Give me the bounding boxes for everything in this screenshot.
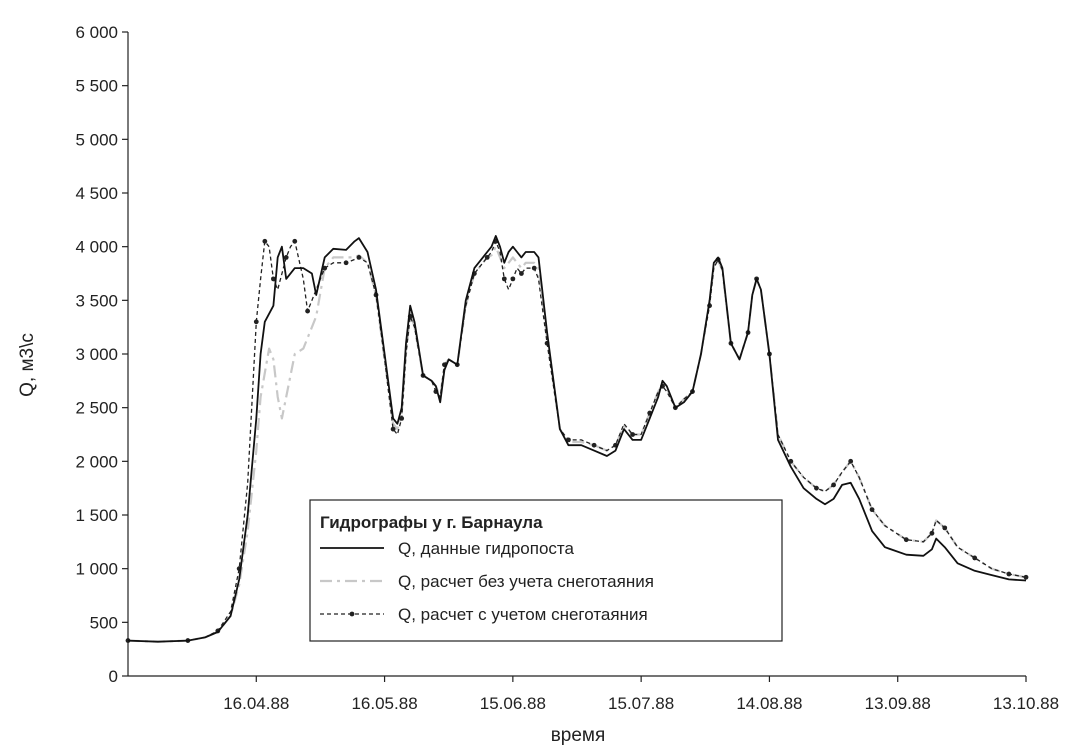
series-3-point [356,255,362,260]
x-tick-label: 16.04.88 [223,694,289,713]
series-layer [125,235,1029,643]
legend-box [309,499,783,642]
series-3-point [399,416,405,421]
legend-item: Q, расчет с учетом снеготаяния [320,605,648,624]
series-3-point [305,308,310,314]
legend-item: Q, данные гидропоста [320,539,574,558]
series-line-1 [127,235,1027,643]
series-3-point [283,255,289,260]
y-tick-label: 6 000 [75,23,118,42]
series-3-point [125,638,131,643]
series-3-point [253,319,259,325]
series-3-point [262,238,268,244]
legend: Гидрографы у г. Барнаула Q, данные гидро… [309,499,783,642]
series-3-point [292,238,298,244]
y-tick-label: 1 000 [75,560,118,579]
series-3-point [519,271,524,276]
x-tick-label: 14.08.88 [736,694,802,713]
series-3-point [270,276,276,282]
x-tick-label: 16.05.88 [351,694,417,713]
series-3-point [869,507,875,513]
series-line-2 [127,245,1027,643]
y-tick-label: 3 500 [75,291,118,310]
series-3-point [942,525,948,531]
legend-label: Q, расчет с учетом снеготаяния [398,605,648,624]
y-tick-label: 4 000 [75,238,118,257]
x-tick-label: 15.07.88 [608,694,674,713]
x-tick-label: 13.09.88 [865,694,931,713]
legend-items: Q, данные гидропоста Q, расчет без учета … [320,539,654,624]
y-axis-title: Q, м3\с [17,333,38,397]
series-3-point [322,265,328,271]
y-tick-label: 2 000 [75,452,118,471]
series-3-point [510,276,516,282]
legend-title: Гидрографы у г. Барнаула [320,513,543,532]
series-3-point [814,485,819,491]
y-ticks: 0 500 1 000 1 500 2 000 2 500 3 000 3 500 4 000 4… [75,23,128,686]
y-tick-label: 3 000 [75,345,118,364]
y-tick-label: 4 500 [75,184,118,203]
y-tick-label: 2 500 [75,399,118,418]
series-3-point [390,426,396,432]
y-tick-label: 1 500 [75,506,118,525]
series-3-point [591,442,597,448]
y-tick-label: 0 [109,667,118,686]
legend-label: Q, расчет без учета снеготаяния [398,572,654,591]
x-tick-label: 15.06.88 [480,694,546,713]
series-3-point [903,537,909,543]
y-tick-label: 5 500 [75,77,118,96]
series-3-point [1006,571,1012,577]
x-ticks: 16.04.88 16.05.88 15.06.88 15.07.88 14.08.88… [223,676,1059,713]
series-3-point [972,555,978,561]
axes: 0 500 1 000 1 500 2 000 2 500 3 000 3 500 4 000 4… [75,23,1059,713]
series-3-point [831,482,836,488]
legend-marker [349,611,355,617]
series-3-point [501,276,507,282]
y-tick-label: 5 000 [75,130,118,149]
series-3-point [531,265,537,271]
series-3-point [848,458,854,464]
series-3-point [343,260,349,266]
series-line-3 [127,240,1027,643]
series-3-point [929,530,935,536]
series-3-point [566,437,571,443]
x-axis-title: время [551,725,606,746]
y-tick-label: 500 [90,613,118,632]
series-3-point [1023,574,1029,580]
series-3-point [484,255,490,260]
x-tick-label: 13.10.88 [993,694,1059,713]
legend-item: Q, расчет без учета снеготаяния [320,572,654,591]
legend-label: Q, данные гидропоста [398,539,574,558]
series-3-point [630,432,635,437]
